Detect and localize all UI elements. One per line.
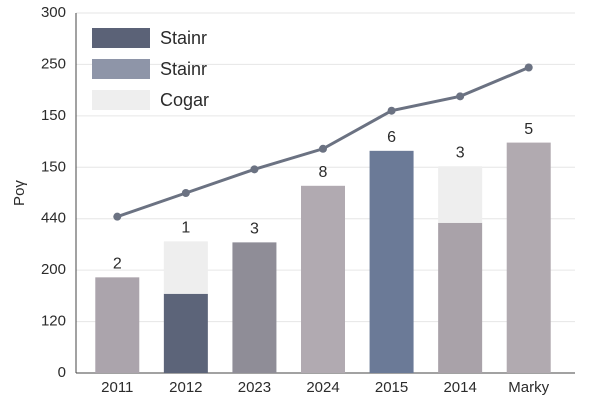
- y-tick-label: 0: [58, 364, 66, 381]
- bar: [438, 222, 483, 373]
- line-point: [250, 165, 259, 174]
- x-tick-label: 2014: [443, 379, 476, 396]
- y-tick-label: 300: [41, 4, 66, 21]
- y-tick-label: 120: [41, 313, 66, 330]
- y-tick-label: 150: [41, 158, 66, 175]
- legend-label: Cogar: [160, 90, 209, 110]
- y-tick-label: 150: [41, 107, 66, 124]
- x-tick-label: 2011: [101, 379, 133, 396]
- legend-swatch: [92, 90, 150, 110]
- x-tick-label: 2024: [306, 379, 339, 396]
- line-point: [456, 92, 465, 101]
- y-tick-label: 250: [41, 55, 66, 72]
- bar-annotation: 3: [456, 144, 465, 161]
- x-tick-label: Marky: [508, 379, 549, 396]
- bar: [438, 166, 483, 223]
- line-point: [387, 106, 396, 115]
- bar-annotation: 6: [387, 129, 396, 146]
- bar-annotation: 2: [113, 256, 122, 273]
- bar-annotation: 3: [250, 221, 259, 238]
- bar-annotation: 1: [181, 220, 190, 237]
- legend-swatch: [92, 28, 150, 48]
- legend-label: Stainr: [160, 28, 207, 48]
- bar: [95, 277, 140, 373]
- line-point: [524, 63, 533, 72]
- x-tick-label: 2012: [169, 379, 202, 396]
- x-tick-label: 2023: [238, 379, 271, 396]
- y-axis-label: Pογ: [11, 180, 28, 206]
- line-point: [181, 189, 190, 197]
- bar: [163, 241, 208, 294]
- bar: [163, 293, 208, 373]
- line-point: [113, 212, 122, 221]
- y-tick-label: 440: [41, 210, 66, 227]
- bar: [506, 142, 551, 373]
- bar: [369, 150, 414, 373]
- bar: [232, 242, 277, 373]
- legend-swatch: [92, 59, 150, 79]
- bar: [301, 185, 345, 373]
- y-tick-label: 200: [41, 261, 66, 278]
- bar-annotation: 8: [319, 164, 328, 181]
- legend-label: Stainr: [160, 59, 207, 79]
- bar-annotation: 5: [524, 121, 533, 138]
- x-tick-label: 2015: [375, 379, 408, 396]
- line-point: [319, 144, 327, 153]
